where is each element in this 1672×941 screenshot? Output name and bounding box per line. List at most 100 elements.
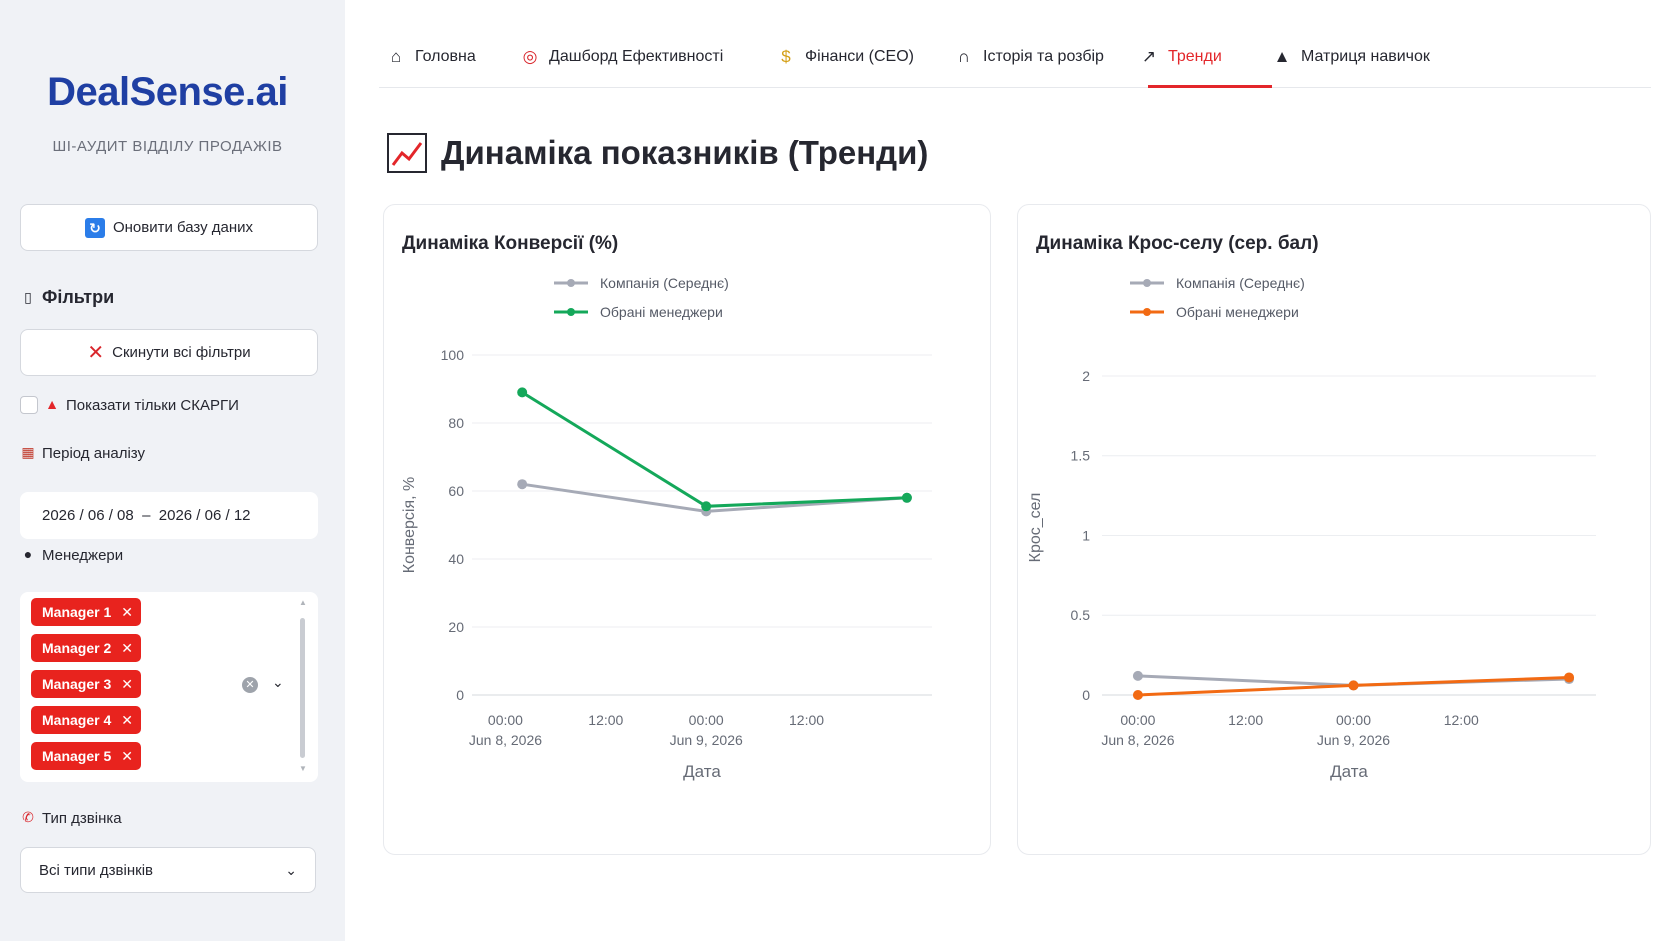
- legend-marker: [567, 308, 575, 316]
- y-tick-label: 60: [448, 483, 464, 499]
- managers-label: ● Менеджери: [20, 546, 123, 564]
- checkbox-box[interactable]: [20, 396, 38, 414]
- tab-efficiency-dashboard[interactable]: ◎ Дашборд Ефективності: [519, 26, 724, 88]
- x-tick-label: 00:00: [1336, 712, 1371, 728]
- reset-filters-button[interactable]: ✕ Скинути всі фільтри: [20, 329, 318, 376]
- sidebar: DealSense.ai ШІ-АУДИТ ВІДДІЛУ ПРОДАЖІВ ↻…: [0, 0, 345, 941]
- reset-filters-label: Скинути всі фільтри: [112, 344, 251, 361]
- x-tick-label: Jun 8, 2026: [469, 732, 542, 748]
- y-tick-label: 0: [456, 687, 464, 703]
- x-tick-label: Jun 9, 2026: [1317, 732, 1390, 748]
- data-point: [901, 492, 912, 503]
- y-tick-label: 2: [1082, 368, 1090, 384]
- manager-tag-label: Manager 3: [42, 676, 112, 692]
- manager-tag[interactable]: Manager 4 ✕: [31, 706, 141, 734]
- graduation-cap-icon: ▲: [1273, 47, 1291, 66]
- tab-label: Історія та розбір: [983, 48, 1104, 65]
- page-title: Динаміка показників (Тренди): [387, 133, 928, 173]
- money-bag-icon: $: [781, 47, 791, 66]
- active-tab-indicator: [1148, 85, 1272, 88]
- legend-label: Компанія (Середнє): [1176, 275, 1305, 291]
- calendar-icon: ▦: [21, 444, 35, 460]
- call-type-value: Всі типи дзвінків: [39, 861, 154, 879]
- y-tick-label: 100: [441, 347, 465, 363]
- tab-skills-matrix[interactable]: ▲ Матриця навичок: [1271, 26, 1430, 88]
- call-type-label: ✆ Тип дзвінка: [20, 809, 122, 827]
- refresh-icon: ↻: [84, 217, 105, 238]
- x-tick-label: 00:00: [1120, 712, 1155, 728]
- refresh-database-button[interactable]: ↻ Оновити базу даних: [20, 204, 318, 251]
- chevron-down-icon: ⌄: [285, 861, 297, 878]
- y-tick-label: 0.5: [1071, 607, 1091, 623]
- filters-heading-label: Фільтри: [42, 287, 115, 307]
- managers-label-text: Менеджери: [42, 546, 124, 564]
- call-type-select[interactable]: Всі типи дзвінків ⌄: [20, 847, 316, 893]
- manager-tag-label: Manager 4: [42, 712, 112, 728]
- manager-tag[interactable]: Manager 2 ✕: [31, 634, 141, 662]
- tab-label: Матриця навичок: [1301, 48, 1430, 65]
- clear-all-icon[interactable]: ✕: [242, 677, 258, 693]
- y-tick-label: 0: [1082, 687, 1090, 703]
- scroll-up-icon[interactable]: ▲: [299, 598, 307, 607]
- conversion-chart-card: Динаміка Конверсії (%) Компанія (Середнє…: [383, 204, 991, 855]
- data-point: [517, 387, 528, 398]
- crosssell-chart-title: Динаміка Крос-селу (сер. бал): [1036, 233, 1319, 254]
- chevron-down-icon[interactable]: ⌄: [272, 674, 284, 690]
- tab-finance[interactable]: $ Фінанси (CEO): [775, 26, 914, 88]
- tab-label: Фінанси (CEO): [805, 48, 914, 65]
- house-icon: ⌂: [390, 47, 402, 66]
- conversion-chart-title: Динаміка Конверсії (%): [402, 233, 619, 254]
- conversion-chart: Компанія (Середнє) Обрані менеджери 0 20 40 6…: [401, 275, 932, 781]
- tab-label: Дашборд Ефективності: [549, 48, 724, 65]
- complaints-only-checkbox[interactable]: ▲ Показати тільки СКАРГИ: [20, 396, 239, 414]
- x-tick-label: Jun 9, 2026: [670, 732, 743, 748]
- manager-tag[interactable]: Manager 3 ✕: [31, 670, 141, 698]
- telephone-icon: ✆: [22, 809, 34, 825]
- tab-history[interactable]: ∩ Історія та розбір: [953, 26, 1104, 88]
- managers-multiselect[interactable]: Manager 1 ✕ Manager 2 ✕ Manager 3 ✕ Mana…: [20, 592, 318, 782]
- phone-icon: ▯: [24, 288, 32, 305]
- data-point: [701, 501, 712, 512]
- y-tick-label: 80: [448, 415, 464, 431]
- brand-tagline: ШІ-АУДИТ ВІДДІЛУ ПРОДАЖІВ: [52, 138, 283, 155]
- chart-icon: [387, 133, 427, 173]
- tab-label: Головна: [415, 48, 476, 65]
- y-tick-label: 40: [448, 551, 464, 567]
- legend-label: Компанія (Середнє): [600, 275, 729, 291]
- call-type-label-text: Тип дзвінка: [42, 809, 122, 827]
- date-range-input[interactable]: 2026 / 06 / 08 – 2026 / 06 / 12: [20, 492, 318, 539]
- remove-tag-icon[interactable]: ✕: [121, 675, 133, 692]
- main-content: ⌂ Головна ◎ Дашборд Ефективності $ Фінан…: [345, 0, 1672, 941]
- brand-logo: DealSense.ai: [47, 70, 288, 114]
- x-tick-label: 12:00: [588, 712, 623, 728]
- remove-tag-icon[interactable]: ✕: [121, 639, 133, 656]
- date-range-value: 2026 / 06 / 08 – 2026 / 06 / 12: [42, 507, 251, 524]
- tab-trends[interactable]: ↗ Тренди: [1138, 26, 1222, 88]
- legend-label: Обрані менеджери: [1176, 304, 1299, 320]
- manager-tag-label: Manager 2: [42, 640, 112, 656]
- manager-tag[interactable]: Manager 5 ✕: [31, 742, 141, 770]
- manager-tag[interactable]: Manager 1 ✕: [31, 598, 141, 626]
- remove-tag-icon[interactable]: ✕: [121, 747, 133, 764]
- x-tick-label: 00:00: [689, 712, 724, 728]
- manager-tag-label: Manager 5: [42, 748, 112, 764]
- refresh-database-label: Оновити базу даних: [112, 219, 254, 236]
- y-tick-label: 1: [1082, 527, 1090, 543]
- y-tick-label: 1.5: [1071, 448, 1091, 464]
- remove-tag-icon[interactable]: ✕: [121, 603, 133, 620]
- tab-bar: ⌂ Головна ◎ Дашборд Ефективності $ Фінан…: [379, 26, 1651, 88]
- scroll-down-icon[interactable]: ▼: [299, 764, 307, 773]
- cross-icon: ✕: [87, 341, 105, 364]
- x-tick-label: 12:00: [789, 712, 824, 728]
- y-axis-title: Конверсія, %: [401, 477, 418, 574]
- multiselect-scrollbar[interactable]: [300, 618, 305, 758]
- remove-tag-icon[interactable]: ✕: [121, 711, 133, 728]
- target-icon: ◎: [522, 47, 538, 66]
- tab-home[interactable]: ⌂ Головна: [385, 26, 476, 88]
- person-icon: ●: [23, 546, 33, 562]
- legend-marker: [1143, 308, 1151, 316]
- y-axis-title: Крос_сел: [1027, 493, 1044, 563]
- filters-heading: ▯ Фільтри: [20, 287, 114, 308]
- period-label-text: Період аналізу: [42, 444, 145, 462]
- manager-tag-label: Manager 1: [42, 604, 112, 620]
